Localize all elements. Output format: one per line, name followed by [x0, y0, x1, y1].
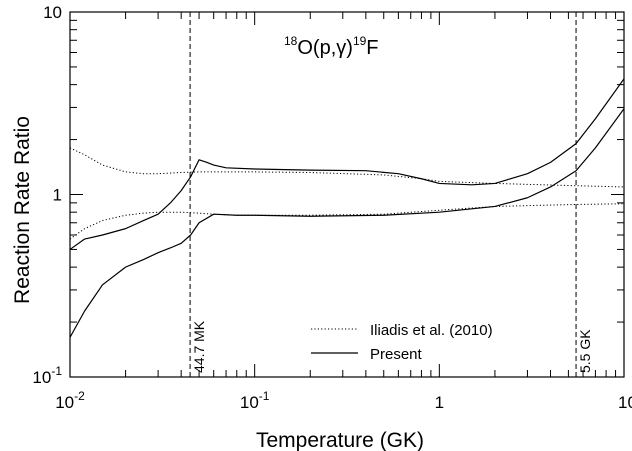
series-iliadis-upper — [70, 147, 624, 188]
y-tick-label-0: 10-1 — [32, 364, 62, 387]
legend-label-present: Present — [370, 346, 423, 363]
title-sup2: 19 — [353, 34, 367, 48]
title-sup1: 18 — [284, 34, 298, 48]
x-tick-label-3: 10 — [618, 393, 632, 412]
title-gamma: γ — [336, 37, 346, 59]
reference-line-label-1: 44.7 MK — [191, 320, 207, 373]
y-axis-title: Reaction Rate Ratio — [11, 116, 34, 304]
legend: Iliadis et al. (2010) Present — [311, 322, 493, 363]
title-main3: F — [366, 37, 378, 59]
y-tick-label-1: 1 — [53, 186, 62, 205]
y-tick-label-2: 10 — [43, 3, 62, 22]
x-tick-label-0: 10-2 — [55, 389, 85, 412]
chart-title: 18O(p,γ)19F — [284, 34, 379, 59]
title-main2: ) — [346, 37, 353, 59]
series-present-lower — [70, 108, 624, 338]
plot-content: 44.7 MK 5.5 GK — [70, 12, 624, 377]
reference-line-label-2: 5.5 GK — [577, 329, 593, 373]
series-present-upper — [70, 78, 624, 250]
title-main1: O(p, — [297, 37, 336, 59]
x-tick-label-1: 10-1 — [240, 389, 270, 412]
x-tick-label-2: 1 — [435, 393, 444, 412]
x-axis-title: Temperature (GK) — [256, 429, 424, 451]
legend-label-iliadis: Iliadis et al. (2010) — [370, 322, 493, 339]
series-group — [70, 78, 624, 338]
